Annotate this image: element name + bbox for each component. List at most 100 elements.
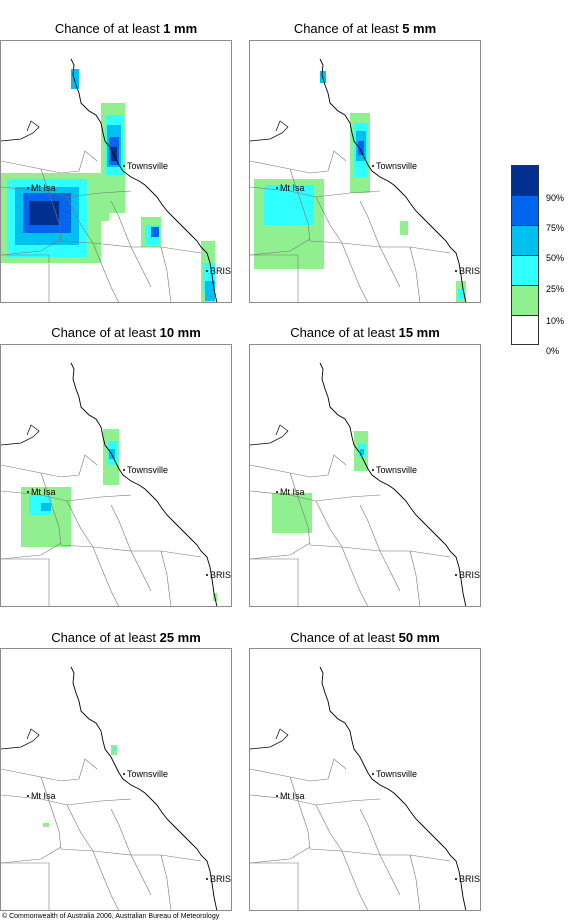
map-panel-15mm: Townsville Mt Isa BRIS	[249, 344, 481, 607]
label-bris: BRIS	[459, 266, 480, 276]
gulf-coast	[1, 728, 40, 750]
label-bris: BRIS	[459, 874, 480, 884]
district-boundary	[250, 542, 311, 560]
label-mt-isa: Mt Isa	[280, 183, 305, 193]
label-mt-isa-marker	[27, 795, 29, 797]
district-boundary	[359, 200, 381, 248]
legend-swatch-50	[511, 225, 539, 255]
district-boundary	[315, 500, 343, 548]
district-boundary	[250, 758, 347, 782]
queensland-map: Townsville Mt Isa BRIS	[250, 666, 480, 910]
district-boundary	[409, 246, 421, 302]
district-boundary	[250, 558, 299, 606]
district-boundary	[110, 200, 132, 248]
legend-swatch-75	[511, 195, 539, 225]
map-panel-25mm: Townsville Mt Isa BRIS	[0, 648, 232, 911]
legend-label-0: 0%	[546, 346, 560, 356]
district-boundary	[359, 504, 381, 552]
label-townsville-marker	[123, 165, 125, 167]
district-boundary	[250, 846, 311, 864]
district-boundary	[1, 794, 132, 806]
label-mt-isa: Mt Isa	[31, 791, 56, 801]
label-mt-isa: Mt Isa	[31, 183, 56, 193]
district-boundary	[341, 850, 368, 910]
district-boundary	[315, 196, 343, 244]
district-boundary	[1, 150, 98, 174]
map-panel-50mm: Townsville Mt Isa BRIS	[249, 648, 481, 911]
panel-title-15mm: Chance of at least 15 mm	[290, 325, 440, 340]
district-boundary	[66, 196, 94, 244]
label-bris-marker	[206, 574, 208, 576]
queensland-map: Townsville Mt Isa BRIS	[250, 58, 480, 302]
district-boundary	[379, 854, 401, 896]
legend-label-25: 25%	[546, 284, 565, 294]
gulf-coast	[1, 424, 40, 446]
label-townsville-marker	[372, 165, 374, 167]
district-boundary	[160, 854, 172, 910]
district-boundary	[341, 546, 368, 606]
district-boundary	[92, 850, 119, 910]
label-bris-marker	[455, 878, 457, 880]
district-boundary	[130, 550, 152, 592]
panel-title-25mm: Chance of at least 25 mm	[51, 630, 201, 645]
label-townsville-marker	[372, 469, 374, 471]
label-bris: BRIS	[210, 266, 231, 276]
district-boundary	[1, 238, 62, 256]
district-boundary	[1, 454, 98, 478]
coastline	[70, 58, 218, 302]
panel-title-5mm: Chance of at least 5 mm	[293, 21, 437, 36]
district-boundary	[1, 558, 50, 606]
label-mt-isa-marker	[276, 491, 278, 493]
coastline	[319, 362, 467, 606]
coastline	[70, 362, 218, 606]
coastline	[319, 666, 467, 910]
label-townsville: Townsville	[127, 161, 168, 171]
gulf-coast	[250, 424, 289, 446]
label-townsville: Townsville	[376, 465, 417, 475]
legend-label-90: 90%	[546, 193, 565, 203]
panel-title-1mm: Chance of at least 1 mm	[54, 21, 198, 36]
copyright-notice: © Commonwealth of Australia 2006, Austra…	[2, 913, 220, 920]
label-townsville: Townsville	[376, 769, 417, 779]
label-townsville-marker	[123, 469, 125, 471]
label-bris: BRIS	[210, 874, 231, 884]
district-boundary	[92, 242, 119, 302]
district-boundary	[1, 862, 50, 910]
label-mt-isa: Mt Isa	[31, 487, 56, 497]
label-bris-marker	[206, 878, 208, 880]
label-townsville-marker	[123, 773, 125, 775]
district-boundary	[359, 808, 381, 856]
label-mt-isa-marker	[27, 491, 29, 493]
district-boundary	[110, 808, 132, 856]
label-bris: BRIS	[459, 570, 480, 580]
district-boundary	[250, 254, 299, 302]
district-boundary	[341, 242, 368, 302]
district-boundary	[250, 238, 311, 256]
coastline	[319, 58, 467, 302]
district-boundary	[130, 246, 152, 288]
district-boundary	[250, 794, 381, 806]
label-townsville: Townsville	[127, 465, 168, 475]
queensland-map: Townsville Mt Isa BRIS	[250, 362, 480, 606]
district-boundary	[250, 454, 347, 478]
district-boundary	[160, 550, 172, 606]
district-boundary	[409, 854, 421, 910]
legend-swatch-25	[511, 255, 539, 285]
district-boundary	[250, 490, 381, 502]
district-boundary	[130, 854, 152, 896]
district-boundary	[1, 542, 62, 560]
label-bris-marker	[455, 574, 457, 576]
gulf-coast	[250, 728, 289, 750]
district-boundary	[379, 550, 401, 592]
panel-title-50mm: Chance of at least 50 mm	[290, 630, 440, 645]
coastline	[70, 666, 218, 910]
map-panel-5mm: Townsville Mt Isa BRIS	[249, 40, 481, 303]
gulf-coast	[1, 120, 40, 142]
district-boundary	[1, 846, 62, 864]
district-boundary	[315, 804, 343, 852]
label-mt-isa-marker	[276, 187, 278, 189]
district-boundary	[250, 150, 347, 174]
district-boundary	[40, 776, 202, 862]
district-boundary	[409, 550, 421, 606]
label-bris: BRIS	[210, 570, 231, 580]
